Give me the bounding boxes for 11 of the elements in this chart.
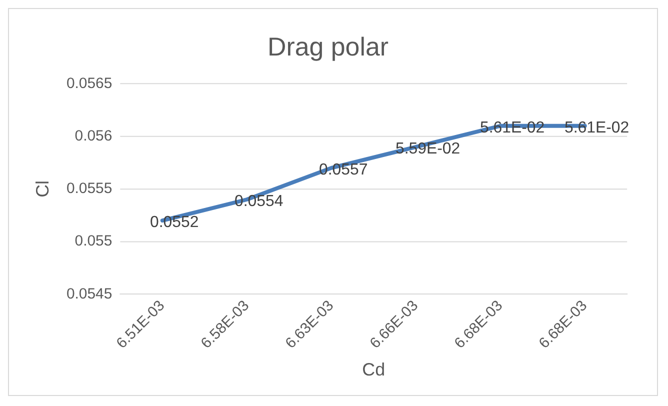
- data-label: 5.61E-02: [564, 119, 630, 136]
- y-tick-label: 0.0545: [66, 285, 112, 302]
- y-tick-label: 0.0565: [66, 74, 112, 92]
- y-tick-label: 0.055: [74, 232, 112, 250]
- data-label: 0.0554: [234, 192, 284, 210]
- y-tick-label: 0.056: [74, 128, 112, 145]
- x-axis-title: Cd: [362, 359, 386, 380]
- y-tick-label: 0.0555: [66, 180, 112, 198]
- data-label: 0.0552: [150, 214, 199, 231]
- chart-title: Drag polar: [268, 34, 389, 62]
- y-axis-title: Cl: [32, 180, 53, 198]
